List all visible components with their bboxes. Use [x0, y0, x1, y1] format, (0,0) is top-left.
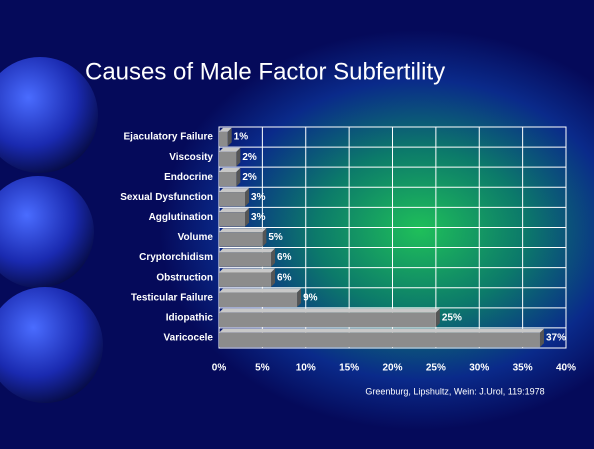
bar-top: [219, 248, 276, 253]
bar: [219, 212, 246, 227]
x-tick-label: 15%: [339, 363, 359, 374]
y-tick-label: Cryptorchidism: [139, 252, 213, 263]
bar-side: [262, 228, 267, 247]
bar-side: [236, 147, 241, 167]
bar-side: [245, 208, 250, 227]
bar-top: [219, 147, 241, 152]
x-tick-label: 30%: [469, 363, 489, 374]
bar-top: [219, 167, 241, 172]
value-label: 3%: [251, 212, 266, 223]
bar: [219, 252, 272, 267]
bar-side: [271, 268, 276, 287]
x-tick-label: 35%: [513, 363, 533, 374]
bar-side: [435, 308, 440, 328]
bar-top: [219, 208, 250, 213]
x-tick-label: 5%: [255, 363, 270, 374]
bar-top: [219, 188, 250, 193]
value-label: 9%: [303, 292, 318, 303]
bar: [219, 131, 228, 147]
x-tick-label: 40%: [556, 363, 576, 374]
decor-sphere: [0, 57, 98, 173]
bar-side: [245, 188, 250, 207]
bar-top: [219, 228, 267, 233]
y-tick-label: Agglutination: [149, 212, 213, 223]
bar-side: [297, 288, 302, 308]
bar: [219, 312, 436, 328]
y-tick-label: Idiopathic: [166, 313, 214, 324]
bar-top: [219, 308, 440, 313]
y-tick-label: Endocrine: [164, 172, 213, 183]
bar-side: [227, 127, 232, 147]
value-label: 1%: [234, 132, 249, 143]
bar: [219, 192, 246, 207]
decor-sphere: [0, 287, 103, 403]
y-tick-label: Volume: [178, 232, 214, 243]
chart-title: Causes of Male Factor Subfertility: [85, 58, 445, 85]
bar: [219, 171, 237, 187]
value-label: 3%: [251, 192, 266, 203]
bar-top: [219, 288, 302, 293]
source-note: Greenburg, Lipshultz, Wein: J.Urol, 119:…: [365, 386, 544, 396]
value-label: 5%: [268, 232, 283, 243]
y-tick-label: Varicocele: [164, 333, 214, 344]
bar-top: [219, 328, 544, 333]
bar: [219, 151, 237, 167]
bar: [219, 272, 272, 287]
value-label: 37%: [546, 333, 566, 344]
y-tick-label: Viscosity: [169, 152, 213, 163]
x-tick-label: 20%: [382, 363, 402, 374]
decor-sphere: [0, 176, 94, 288]
y-tick-label: Testicular Failure: [131, 292, 214, 303]
value-label: 2%: [242, 152, 257, 163]
bar-side: [271, 248, 276, 267]
y-tick-label: Obstruction: [156, 272, 213, 283]
bar: [219, 292, 298, 308]
value-label: 2%: [242, 172, 257, 183]
bar-side: [539, 328, 544, 348]
bar-top: [219, 127, 232, 132]
bar-side: [236, 167, 241, 187]
value-label: 25%: [442, 313, 462, 324]
value-label: 6%: [277, 252, 292, 263]
bar-top: [219, 268, 276, 273]
bar: [219, 232, 263, 247]
x-tick-label: 25%: [426, 363, 446, 374]
x-tick-label: 10%: [296, 363, 316, 374]
y-tick-label: Sexual Dysfunction: [120, 192, 213, 203]
bar: [219, 332, 540, 348]
y-tick-label: Ejaculatory Failure: [124, 132, 214, 143]
value-label: 6%: [277, 272, 292, 283]
x-tick-label: 0%: [212, 363, 227, 374]
